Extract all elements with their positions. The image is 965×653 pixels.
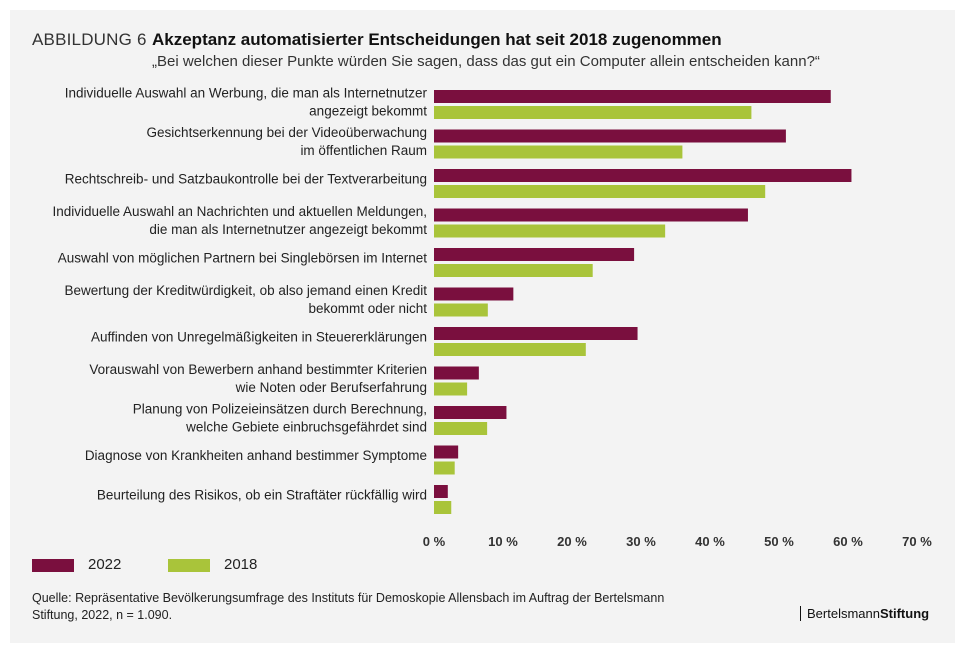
category-label-line: Auffinden von Unregelmäßigkeiten in Steu…	[91, 330, 427, 345]
bar-chart: Individuelle Auswahl an Werbung, die man…	[53, 86, 933, 550]
brand-regular: Bertelsmann	[807, 606, 880, 621]
category-label: Auffinden von Unregelmäßigkeiten in Steu…	[91, 330, 427, 345]
bar-2022-6	[434, 287, 514, 301]
legend-label: 2018	[224, 556, 258, 573]
legend-label: 2022	[88, 556, 122, 573]
category-label-line: Individuelle Auswahl an Werbung, die man…	[65, 86, 428, 101]
source-note: Quelle: Repräsentative Bevölkerungsumfra…	[32, 591, 665, 622]
x-tick-label: 60 %	[833, 534, 863, 549]
bar-2018-9	[434, 422, 488, 435]
bar-2022-10	[434, 445, 459, 459]
category-label-line: Individuelle Auswahl an Nachrichten und …	[53, 204, 428, 219]
bar-2022-4	[434, 208, 748, 222]
bar-2018-1	[434, 106, 752, 119]
bar-2018-11	[434, 501, 452, 514]
figure-label: ABBILDUNG 6	[32, 30, 147, 49]
x-tick-label: 30 %	[626, 534, 656, 549]
category-label-line: Gesichtserkennung bei der Videoüberwachu…	[147, 125, 427, 140]
category-label: Rechtschreib- und Satzbaukontrolle bei d…	[65, 172, 427, 187]
category-label-line: die man als Internetnutzer angezeigt bek…	[149, 222, 427, 237]
legend-item-2022: 2022	[32, 556, 121, 573]
x-tick-label: 70 %	[902, 534, 932, 549]
bar-2018-2	[434, 145, 683, 159]
category-label: Bewertung der Kreditwürdigkeit, ob also …	[65, 283, 428, 316]
category-label-line: welche Gebiete einbruchsgefährdet sind	[185, 420, 427, 435]
brand-bold: Stiftung	[879, 606, 930, 621]
chart-subtitle: „Bei welchen dieser Punkte würden Sie sa…	[152, 53, 820, 70]
chart-title: Akzeptanz automatisierter Entscheidungen…	[152, 30, 722, 49]
category-label: Gesichtserkennung bei der Videoüberwachu…	[147, 125, 427, 158]
x-tick-label: 10 %	[488, 534, 518, 549]
x-tick-label: 50 %	[764, 534, 794, 549]
bar-2018-3	[434, 185, 766, 198]
bar-2018-5	[434, 264, 593, 277]
bar-2022-8	[434, 366, 479, 380]
bar-2018-10	[434, 461, 455, 475]
x-tick-label: 20 %	[557, 534, 587, 549]
category-label: Vorauswahl von Bewerbern anhand bestimmt…	[89, 362, 427, 395]
legend-swatch	[32, 558, 74, 572]
bar-2018-8	[434, 382, 468, 396]
category-label-line: Beurteilung des Risikos, ob ein Straftät…	[97, 488, 427, 503]
legend-swatch	[168, 558, 210, 572]
category-label: Individuelle Auswahl an Werbung, die man…	[65, 86, 428, 119]
category-label-line: im öffentlichen Raum	[300, 143, 427, 158]
legend-item-2018: 2018	[168, 556, 257, 573]
x-tick-label: 0 %	[423, 534, 446, 549]
category-label: Auswahl von möglichen Partnern bei Singl…	[58, 251, 427, 266]
bar-2018-6	[434, 303, 488, 317]
category-label-line: Diagnose von Krankheiten anhand bestimme…	[85, 448, 427, 463]
brand-logo: BertelsmannStiftung	[800, 606, 929, 621]
bar-2022-5	[434, 248, 635, 261]
category-label: Diagnose von Krankheiten anhand bestimme…	[85, 448, 427, 463]
category-label-line: Planung von Polizeieinsätzen durch Berec…	[133, 402, 427, 417]
category-label-line: Rechtschreib- und Satzbaukontrolle bei d…	[65, 172, 427, 187]
category-label-line: angezeigt bekommt	[309, 104, 427, 119]
bar-2022-1	[434, 90, 831, 103]
category-label-line: bekommt oder nicht	[308, 301, 427, 316]
category-label: Planung von Polizeieinsätzen durch Berec…	[133, 402, 427, 435]
category-label-line: Bewertung der Kreditwürdigkeit, ob also …	[65, 283, 428, 298]
category-label-line: Auswahl von möglichen Partnern bei Singl…	[58, 251, 427, 266]
bar-2022-7	[434, 327, 638, 340]
bar-2022-9	[434, 406, 507, 419]
category-label-line: wie Noten oder Berufserfahrung	[235, 380, 427, 395]
bar-2018-7	[434, 343, 586, 356]
bar-2022-3	[434, 169, 852, 182]
category-label: Beurteilung des Risikos, ob ein Straftät…	[97, 488, 427, 503]
category-label: Individuelle Auswahl an Nachrichten und …	[53, 204, 428, 237]
bar-2018-4	[434, 224, 666, 238]
bar-2022-2	[434, 129, 786, 143]
bar-2022-11	[434, 485, 448, 498]
category-label-line: Vorauswahl von Bewerbern anhand bestimmt…	[89, 362, 427, 377]
x-tick-label: 40 %	[695, 534, 725, 549]
